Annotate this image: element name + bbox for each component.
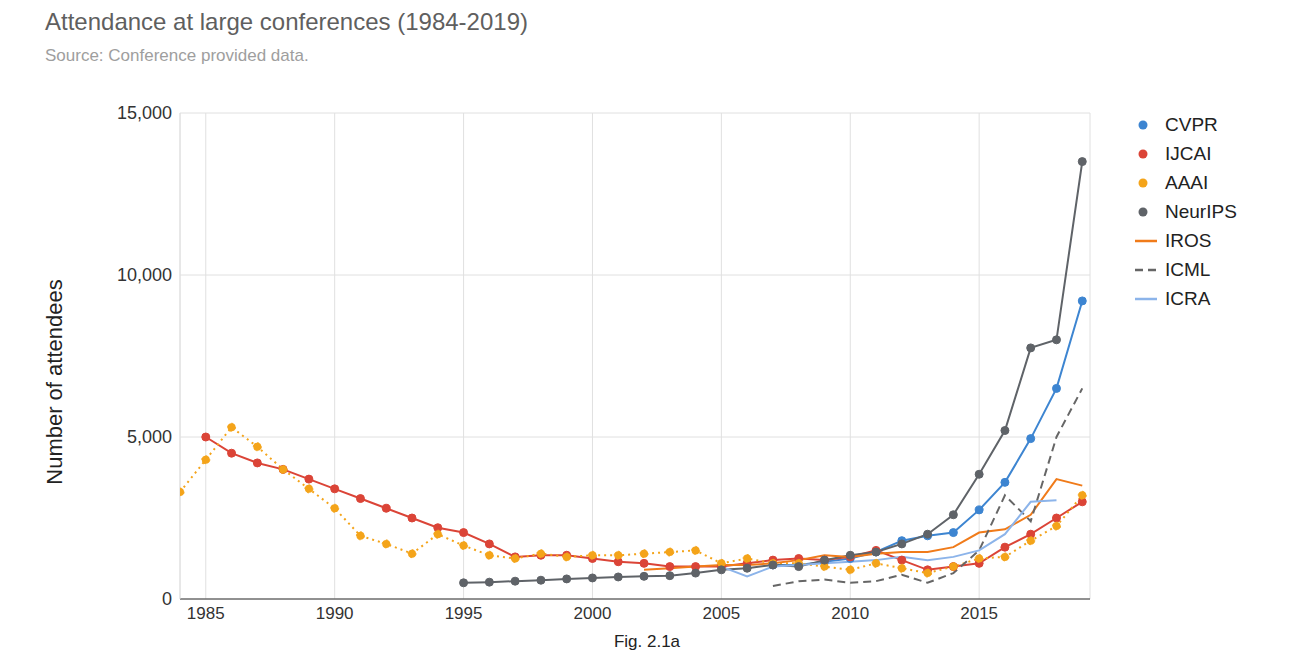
svg-text:10,000: 10,000 — [117, 265, 172, 285]
svg-text:1990: 1990 — [316, 604, 354, 623]
html-text:ICRA: ICRA — [1165, 287, 1211, 309]
svg-text:2015: 2015 — [960, 604, 998, 623]
svg-text:2005: 2005 — [702, 604, 740, 623]
html-text:NeurIPS: NeurIPS — [1165, 200, 1237, 222]
svg-text:5,000: 5,000 — [127, 427, 172, 447]
html-text:Attendance at large conference: Attendance at large conferences (1984-20… — [45, 8, 528, 35]
svg-text:15,000: 15,000 — [117, 103, 172, 123]
html-text:Number of attendees: Number of attendees — [42, 279, 67, 485]
html-text:IJCAI: IJCAI — [1165, 142, 1212, 164]
html-text:Source: Conference provided da: Source: Conference provided data. — [45, 46, 309, 65]
svg-text:2000: 2000 — [574, 604, 612, 623]
svg-text:1995: 1995 — [445, 604, 483, 623]
html-text:Fig. 2.1a: Fig. 2.1a — [613, 632, 681, 651]
html-text:IROS: IROS — [1165, 229, 1212, 251]
html-text:AAAI: AAAI — [1165, 171, 1209, 193]
html-text:ICML: ICML — [1165, 258, 1211, 280]
svg-text:1985: 1985 — [187, 604, 225, 623]
svg-text:0: 0 — [162, 589, 172, 609]
html-text:CVPR: CVPR — [1165, 113, 1218, 135]
svg-text:2010: 2010 — [831, 604, 869, 623]
